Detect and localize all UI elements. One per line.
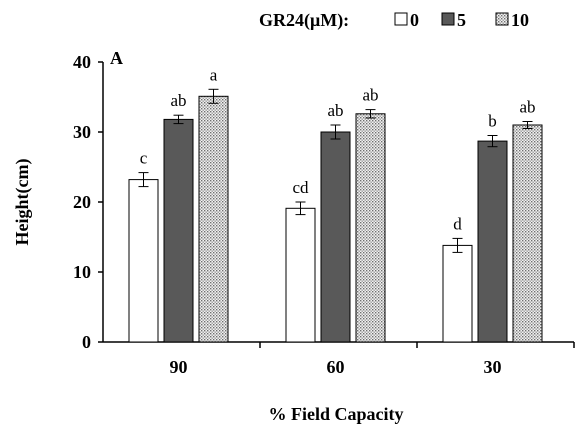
significance-letter: d	[453, 214, 462, 233]
x-tick-label: 90	[170, 357, 188, 377]
significance-letter: cd	[292, 178, 309, 197]
legend-label: 5	[457, 10, 466, 30]
significance-letter: ab	[327, 101, 343, 120]
bar	[442, 244, 473, 343]
bar	[285, 207, 316, 343]
y-tick-label: 0	[82, 332, 91, 352]
bars	[128, 88, 543, 343]
x-tick-label: 30	[484, 357, 502, 377]
legend-swatch	[394, 12, 408, 26]
bar	[128, 179, 159, 343]
legend-swatch	[441, 12, 455, 26]
legend-label: 0	[410, 10, 419, 30]
x-tick-label: 60	[327, 357, 345, 377]
y-tick-label: 40	[73, 52, 91, 72]
legend-swatch	[495, 12, 509, 26]
panel-label: A	[110, 48, 123, 68]
significance-letter: a	[210, 65, 218, 84]
bar	[163, 118, 194, 343]
legend: GR24(μM): 0 5 10	[259, 10, 529, 31]
bar	[355, 113, 386, 343]
axes: 0 10 20 30 40 90 60 30 % Field Capacity Height(cm…	[12, 52, 575, 424]
y-tick-label: 10	[73, 262, 91, 282]
y-tick-label: 30	[73, 122, 91, 142]
y-axis-title: Height(cm)	[12, 159, 33, 246]
y-tick-label: 20	[73, 192, 91, 212]
bar	[512, 124, 543, 343]
x-axis-title: % Field Capacity	[269, 404, 404, 424]
significance-letter: ab	[362, 86, 378, 105]
bar	[477, 140, 508, 343]
significance-letter: b	[488, 112, 497, 131]
significance-letter: c	[140, 149, 148, 168]
legend-title: GR24(μM):	[259, 10, 349, 31]
legend-label: 10	[511, 10, 529, 30]
bar	[198, 95, 229, 343]
bar	[320, 131, 351, 343]
significance-letter: ab	[170, 91, 186, 110]
significance-letter: ab	[519, 98, 535, 117]
